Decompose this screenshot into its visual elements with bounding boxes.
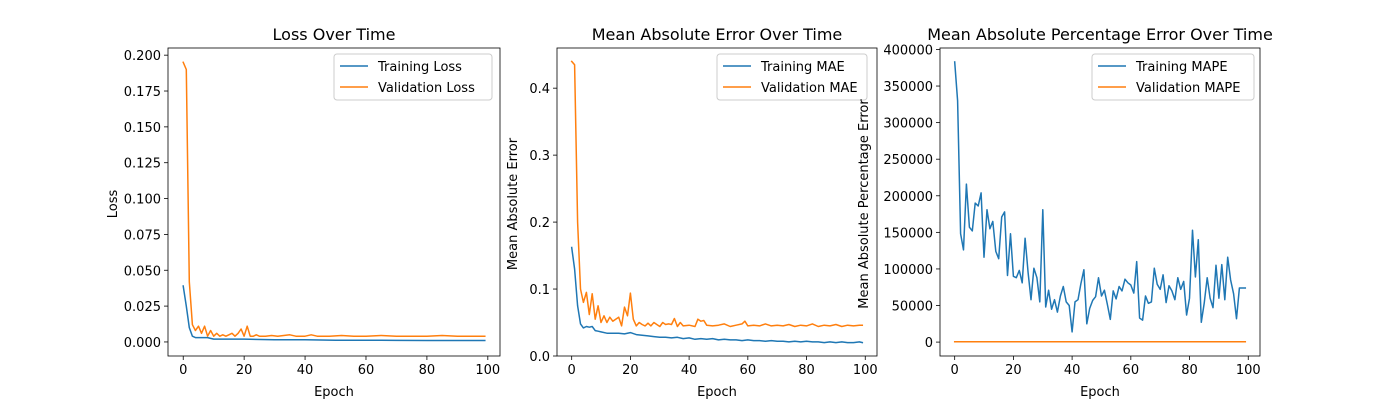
mape-chart-ticks: 0 20 40 60 80 100 0 50000 100000 150000 200000 2500… bbox=[883, 43, 1260, 378]
mae-ytick-label: 0.2 bbox=[529, 216, 550, 231]
mae-xtick-label: 40 bbox=[681, 363, 698, 378]
mae-legend-frame bbox=[716, 53, 868, 101]
mae-chart-ylabel: Mean Absolute Error bbox=[506, 137, 521, 270]
loss-chart-legend: Training Loss Validation Loss bbox=[333, 53, 493, 101]
mape-xtick-label: 0 bbox=[951, 363, 959, 378]
loss-xtick-label: 80 bbox=[419, 363, 436, 378]
mape-xtick-label: 60 bbox=[1123, 363, 1140, 378]
loss-ytick-label: 0.100 bbox=[124, 193, 161, 208]
mae-chart-frame bbox=[556, 47, 878, 357]
mape-chart-panel: Mean Absolute Percentage Error Over Time… bbox=[857, 25, 1273, 400]
mape-chart-series bbox=[953, 61, 1247, 343]
mape-chart-ylabel: Mean Absolute Percentage Error bbox=[857, 99, 872, 309]
legend-label-training-loss: Training Loss bbox=[377, 60, 462, 75]
mape-ytick-label: 100000 bbox=[883, 263, 933, 278]
series-line-training-mape bbox=[953, 61, 1247, 333]
mae-chart-series bbox=[570, 60, 864, 344]
loss-chart-series bbox=[182, 61, 486, 342]
loss-ytick-label: 0.050 bbox=[124, 264, 161, 279]
mape-xtick-label: 40 bbox=[1064, 363, 1081, 378]
series-line-validation-mae bbox=[570, 60, 864, 328]
mae-chart-ticks: 0 20 40 60 80 100 0.0 0.1 0.2 0.3 0.4 bbox=[529, 82, 877, 378]
mape-xtick-label: 20 bbox=[1005, 363, 1022, 378]
legend-label-validation-mape: Validation MAPE bbox=[1136, 81, 1241, 96]
series-line-validation-loss bbox=[182, 61, 486, 337]
mae-chart-panel: Mean Absolute Error Over Time Epoch Mean… bbox=[506, 25, 878, 400]
mae-ytick-label: 0.3 bbox=[529, 149, 550, 164]
mae-xtick-label: 0 bbox=[568, 363, 576, 378]
mape-ytick-label: 400000 bbox=[883, 43, 933, 58]
mae-chart-title: Mean Absolute Error Over Time bbox=[592, 25, 843, 44]
mape-chart-title: Mean Absolute Percentage Error Over Time bbox=[927, 25, 1273, 44]
mae-ytick-label: 0.0 bbox=[529, 350, 550, 365]
series-line-training-mae bbox=[570, 246, 864, 344]
mape-chart-legend: Training MAPE Validation MAPE bbox=[1091, 53, 1255, 101]
loss-chart-frame bbox=[167, 47, 501, 357]
loss-ytick-label: 0.075 bbox=[124, 228, 161, 243]
loss-ytick-label: 0.150 bbox=[124, 121, 161, 136]
mape-xtick-label: 80 bbox=[1181, 363, 1198, 378]
legend-label-training-mape: Training MAPE bbox=[1135, 60, 1228, 75]
loss-chart-ticks: 0 20 40 60 80 100 0.000 0.025 0.050 0.075 0.100 0.1… bbox=[124, 49, 500, 378]
legend-label-validation-mae: Validation MAE bbox=[761, 81, 858, 96]
mape-ytick-label: 250000 bbox=[883, 153, 933, 168]
mae-chart-legend: Training MAE Validation MAE bbox=[716, 53, 868, 101]
mae-ytick-label: 0.1 bbox=[529, 283, 550, 298]
mape-ytick-label: 300000 bbox=[883, 117, 933, 132]
mae-xtick-label: 100 bbox=[853, 363, 878, 378]
mape-xtick-label: 100 bbox=[1236, 363, 1261, 378]
mape-chart-xlabel: Epoch bbox=[1080, 385, 1120, 400]
loss-xtick-label: 0 bbox=[179, 363, 187, 378]
loss-chart-xlabel: Epoch bbox=[314, 385, 354, 400]
loss-ytick-label: 0.025 bbox=[124, 300, 161, 315]
mape-ytick-label: 0 bbox=[925, 336, 933, 351]
mape-ytick-label: 200000 bbox=[883, 190, 933, 205]
loss-chart-panel: Loss Over Time Epoch Loss 0 20 40 60 80 100 0.… bbox=[106, 25, 501, 400]
loss-xtick-label: 100 bbox=[475, 363, 500, 378]
mae-xtick-label: 80 bbox=[798, 363, 815, 378]
loss-ytick-label: 0.200 bbox=[124, 49, 161, 64]
mae-chart-xlabel: Epoch bbox=[697, 385, 737, 400]
loss-ytick-label: 0.000 bbox=[124, 336, 161, 351]
loss-xtick-label: 40 bbox=[297, 363, 314, 378]
mape-ytick-label: 350000 bbox=[883, 80, 933, 95]
mape-legend-frame bbox=[1091, 53, 1255, 101]
mae-xtick-label: 60 bbox=[740, 363, 757, 378]
legend-label-validation-loss: Validation Loss bbox=[378, 81, 475, 96]
mape-ytick-label: 150000 bbox=[883, 226, 933, 241]
mape-ytick-label: 50000 bbox=[892, 300, 933, 315]
mape-chart-frame bbox=[939, 47, 1261, 357]
loss-ytick-label: 0.175 bbox=[124, 85, 161, 100]
series-line-training-loss bbox=[182, 285, 486, 342]
loss-chart-ylabel: Loss bbox=[106, 190, 121, 219]
loss-legend-frame bbox=[333, 53, 493, 101]
loss-xtick-label: 60 bbox=[358, 363, 375, 378]
mae-ytick-label: 0.4 bbox=[529, 82, 550, 97]
loss-chart-title: Loss Over Time bbox=[273, 25, 396, 44]
mae-xtick-label: 20 bbox=[622, 363, 639, 378]
loss-xtick-label: 20 bbox=[236, 363, 253, 378]
legend-label-training-mae: Training MAE bbox=[760, 60, 845, 75]
loss-ytick-label: 0.125 bbox=[124, 157, 161, 172]
